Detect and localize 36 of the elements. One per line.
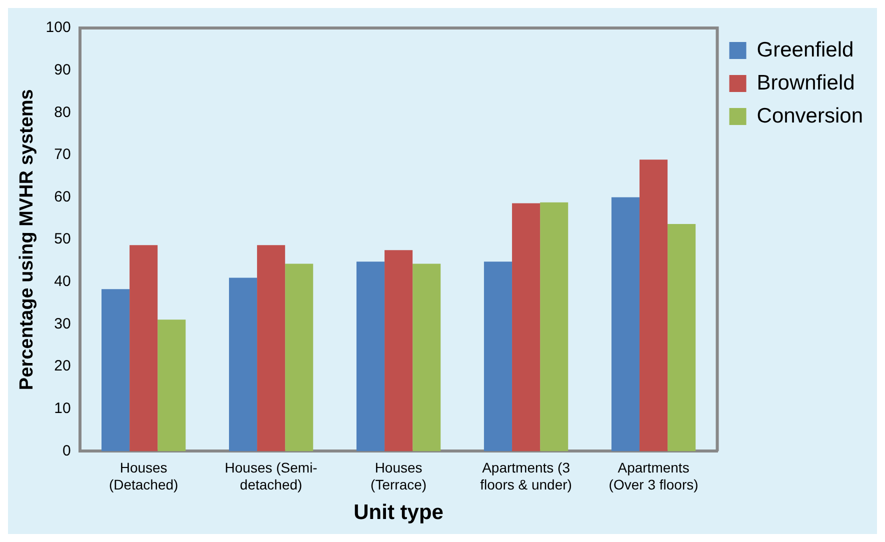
- bar: [484, 262, 512, 452]
- x-tick-label: Houses (Semi-detached): [224, 459, 318, 492]
- bar: [158, 320, 186, 452]
- y-tick-label: 0: [62, 442, 71, 460]
- bar: [611, 197, 640, 452]
- y-tick-label: 80: [54, 104, 71, 121]
- legend-label: Greenfield: [756, 38, 854, 62]
- x-tick-label: Houses (Detached): [108, 459, 178, 492]
- y-tick-label: 60: [54, 188, 71, 206]
- bar: [640, 160, 668, 452]
- bar: [512, 203, 540, 452]
- bar: [257, 245, 286, 452]
- bar: [102, 289, 130, 452]
- y-tick-label: 70: [54, 146, 71, 164]
- bar: [130, 245, 158, 452]
- y-tick-label: 100: [46, 19, 71, 36]
- y-tick-label: 20: [54, 358, 71, 375]
- x-tick-label: Apartments (Over 3 floors): [608, 459, 698, 492]
- y-tick-label: 40: [54, 273, 71, 290]
- y-tick-label: 10: [54, 400, 71, 418]
- x-tick-label: Houses (Terrace): [370, 459, 427, 492]
- bar: [285, 264, 314, 452]
- x-axis-title: Unit type: [354, 501, 444, 524]
- bar: [228, 278, 258, 452]
- y-axis-title: Percentage using MVHR systems: [16, 89, 38, 390]
- bar: [412, 264, 441, 452]
- bar: [668, 224, 696, 452]
- y-tick-label: 90: [54, 61, 71, 78]
- legend-label: Brownfield: [756, 71, 855, 94]
- y-tick-label: 50: [54, 230, 71, 248]
- y-tick-label: 30: [54, 315, 71, 332]
- x-tick-label: Apartments (3 floors & under): [480, 459, 572, 492]
- bar: [384, 250, 413, 452]
- bar: [356, 262, 385, 452]
- legend-label: Conversion: [756, 104, 864, 128]
- bar: [540, 202, 568, 452]
